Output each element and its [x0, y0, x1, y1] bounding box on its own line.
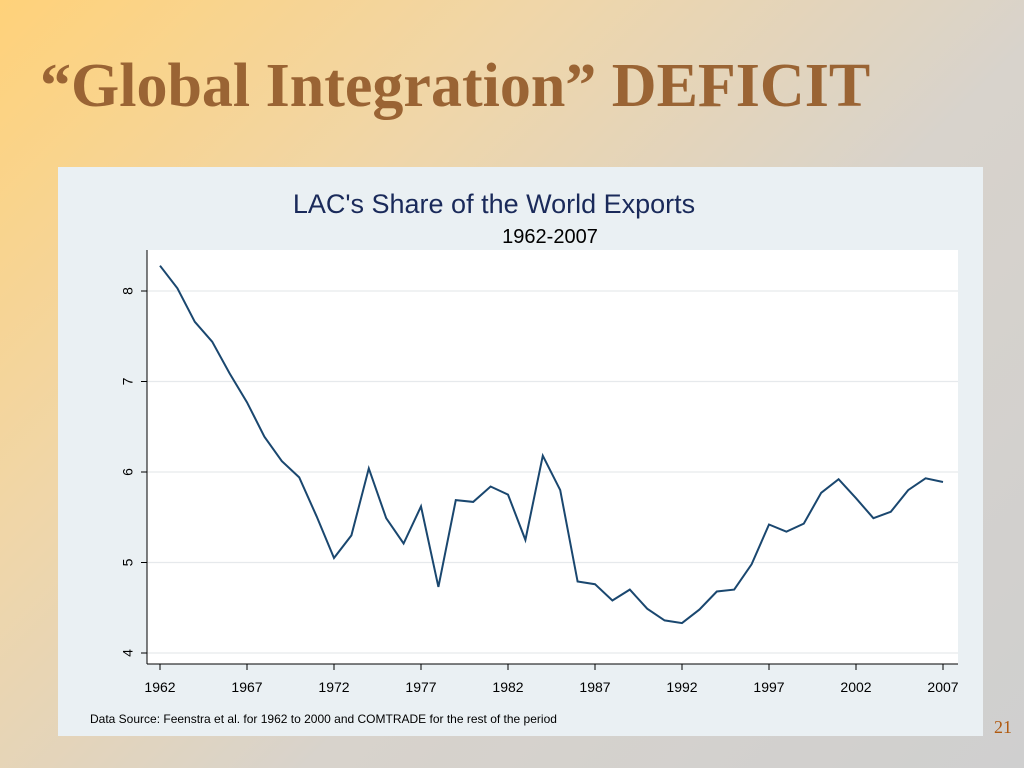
- y-tick-label: 7: [120, 377, 136, 385]
- y-tick-label: 4: [120, 649, 136, 657]
- x-tick-label: 1997: [753, 679, 784, 695]
- y-tick-label: 8: [120, 287, 136, 295]
- grid-lines: [147, 290, 958, 654]
- x-tick-label: 1977: [405, 679, 436, 695]
- x-axis-ticks: 1962 1967 1972 1977 1982 1987 1992 1997 2002 2007: [144, 664, 959, 695]
- chart-title: LAC's Share of the World Exports: [292, 189, 696, 219]
- x-tick-label: 2007: [927, 679, 958, 695]
- x-tick-label: 1967: [231, 679, 262, 695]
- x-tick-label: 1987: [579, 679, 610, 695]
- source-note: Data Source: Feenstra et al. for 1962 to…: [90, 712, 557, 726]
- y-axis-ticks: 4 5 6 7 8: [120, 287, 147, 657]
- plot-area: [147, 250, 958, 664]
- axes: [146, 250, 958, 665]
- y-tick-label: 5: [120, 558, 136, 566]
- x-tick-label: 2002: [840, 679, 871, 695]
- x-tick-label: 1972: [318, 679, 349, 695]
- page-number: 21: [994, 717, 1012, 737]
- chart-subtitle: 1962-2007: [502, 226, 598, 248]
- series-line: [159, 265, 944, 625]
- y-tick-label: 6: [120, 468, 136, 476]
- slide-title: “Global Integration” DEFICIT: [40, 52, 871, 120]
- x-tick-label: 1962: [144, 679, 175, 695]
- x-tick-label: 1992: [666, 679, 697, 695]
- x-tick-label: 1982: [492, 679, 523, 695]
